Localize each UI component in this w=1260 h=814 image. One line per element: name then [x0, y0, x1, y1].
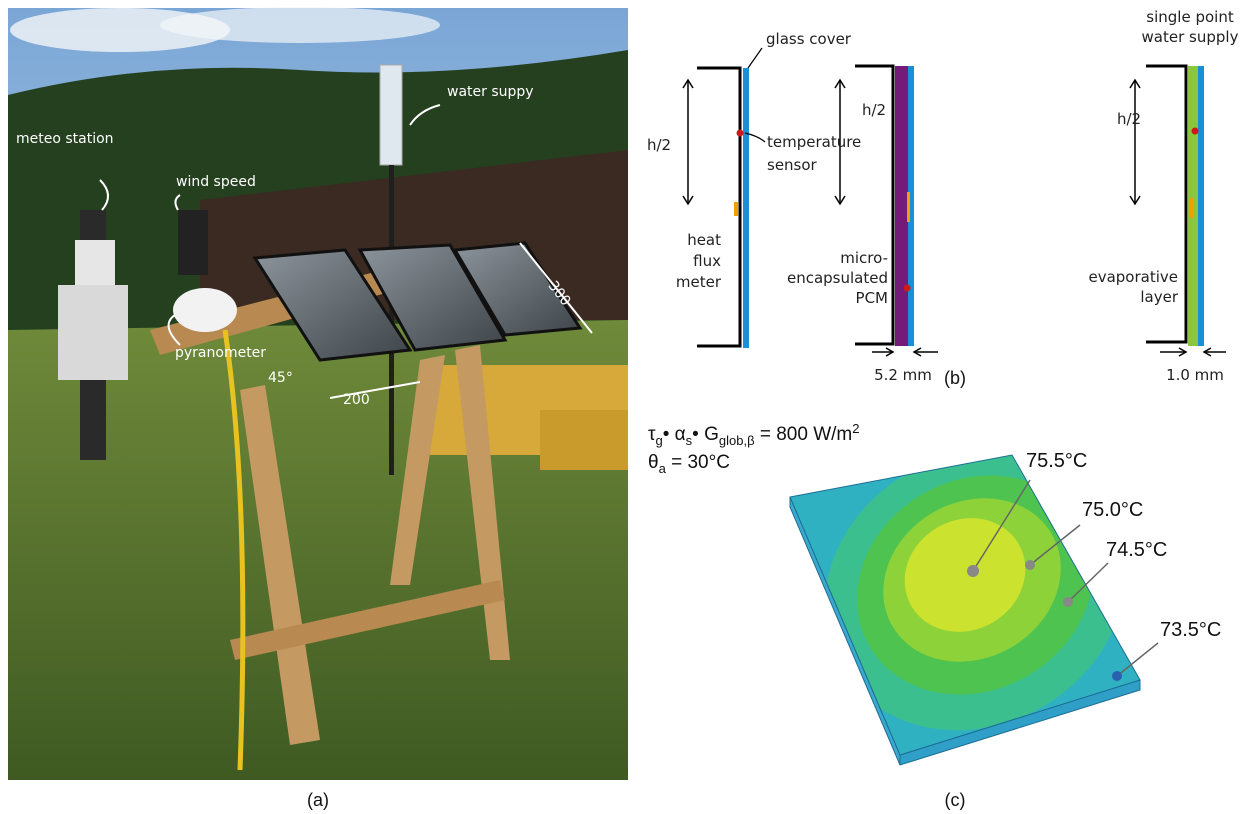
label: water suppy	[447, 84, 534, 100]
page: Figure html, body { margin: 0; padding: …	[0, 0, 1260, 814]
flux-meter	[734, 202, 738, 216]
meteo-shield	[58, 285, 128, 380]
caption: (a)	[307, 790, 329, 810]
value: = 800 W/m	[755, 424, 853, 445]
dimension	[1160, 348, 1226, 356]
glass	[743, 68, 749, 348]
probe	[1025, 560, 1035, 570]
pointer	[748, 48, 762, 68]
sensor	[904, 285, 911, 292]
label: h/2	[647, 136, 671, 154]
label: 1.0 mm	[1166, 366, 1224, 384]
subscript: g	[656, 433, 663, 448]
label: heat	[687, 231, 721, 249]
label: micro-	[840, 249, 888, 267]
ambient: θa = 30°C	[648, 452, 730, 476]
temperature-label: 74.5°C	[1106, 539, 1167, 561]
symbol: • α	[663, 424, 686, 445]
label: meteo station	[16, 131, 114, 147]
label: evaporative	[1088, 268, 1178, 286]
label: PCM	[856, 289, 888, 307]
plate	[773, 396, 1176, 785]
label: encapsulated	[787, 269, 888, 287]
label: h/2	[1117, 110, 1141, 128]
label: 45°	[268, 370, 293, 386]
meteo-box	[75, 240, 115, 285]
flux-meter	[1190, 198, 1193, 218]
photo	[8, 7, 628, 780]
label: wind speed	[176, 174, 256, 190]
probe	[1063, 597, 1073, 607]
caption: (c)	[945, 790, 966, 810]
glass	[1198, 66, 1204, 346]
label: 200	[343, 392, 370, 408]
tube	[380, 65, 402, 165]
shape	[697, 68, 740, 346]
dimension	[872, 348, 938, 356]
symbol: θ	[648, 452, 659, 473]
pcm-layer	[895, 66, 908, 346]
body: { "panel_a": { "caption": "(a)", "labels…	[0, 0, 1260, 814]
caption: (b)	[944, 368, 966, 388]
irradiance: τg• αs• Gglob,β = 800 W/m2	[648, 421, 859, 448]
temperature-label: 75.5°C	[1026, 450, 1087, 472]
subscript: glob,β	[719, 433, 755, 448]
label: pyranometer	[175, 345, 266, 361]
value: = 30°C	[666, 452, 730, 473]
label: meter	[676, 273, 722, 291]
reference-section	[683, 68, 740, 346]
superscript: 2	[852, 421, 859, 436]
pyranometer	[173, 288, 237, 332]
label: layer	[1140, 288, 1178, 306]
symbol: • G	[692, 424, 719, 445]
label: sensor	[767, 156, 818, 174]
figure: meteo station wind speed water suppy pyr…	[0, 0, 1260, 814]
sensor	[737, 130, 744, 137]
shape	[773, 396, 1176, 785]
label: h/2	[862, 101, 886, 119]
label: temperature	[767, 133, 861, 151]
label: flux	[693, 252, 721, 270]
wind-sensor	[178, 210, 208, 275]
sensor	[1192, 128, 1199, 135]
probe	[967, 565, 979, 577]
label: 5.2 mm	[874, 366, 932, 384]
probe	[1112, 671, 1122, 681]
cloud	[160, 7, 440, 43]
planter	[540, 410, 628, 470]
temperature-label: 75.0°C	[1082, 499, 1143, 521]
label: water supply	[1142, 28, 1239, 46]
temperature-label: 73.5°C	[1160, 619, 1221, 641]
flux-meter	[907, 192, 910, 222]
label: single point	[1146, 8, 1234, 26]
label: glass cover	[766, 30, 852, 48]
